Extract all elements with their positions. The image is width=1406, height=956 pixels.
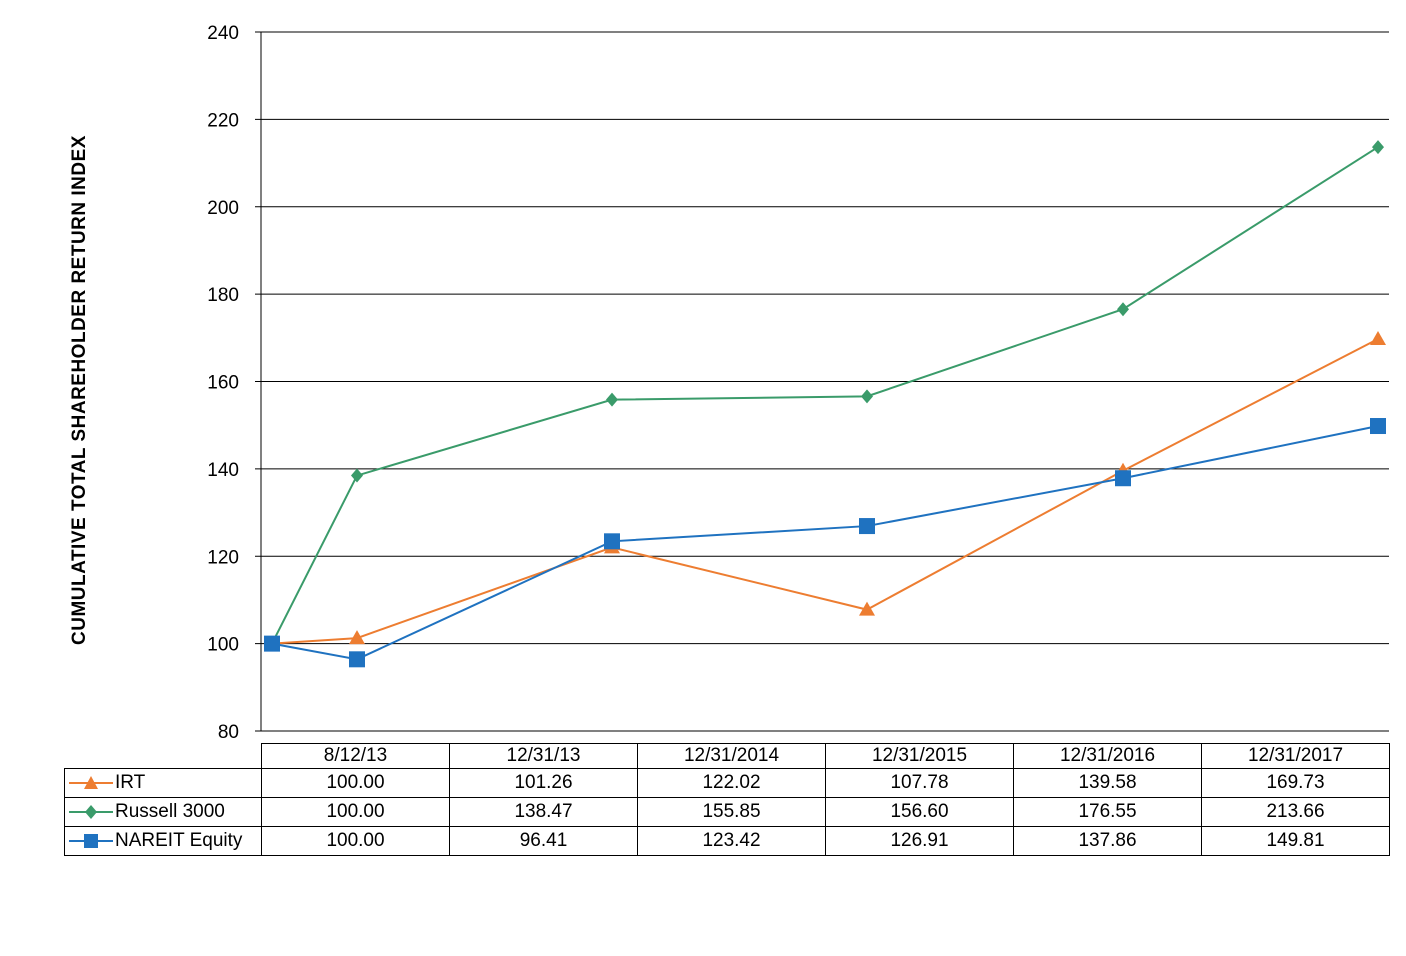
x-tick-label: 12/31/13 (449, 743, 638, 769)
point-nareit-equity (1370, 418, 1386, 435)
data-label: 169.73 (1201, 768, 1390, 798)
point-russell-3000 (861, 389, 873, 404)
point-nareit-equity (859, 518, 875, 535)
data-label: 100.00 (261, 768, 450, 798)
point-irt (1370, 330, 1386, 345)
legend-entry: IRT (64, 768, 262, 798)
point-irt (349, 630, 365, 645)
x-tick-label: 12/31/2017 (1201, 743, 1390, 769)
series-line-russell-3000 (271, 146, 1379, 645)
data-label: 123.42 (637, 826, 826, 856)
y-tick-label: 240 (207, 23, 239, 44)
series-line-nareit-equity (271, 425, 1379, 661)
x-tick-label: 12/31/2015 (825, 743, 1014, 769)
data-label: 156.60 (825, 797, 1014, 827)
legend-entry: NAREIT Equity (64, 826, 262, 856)
y-tick-label: 160 (207, 373, 239, 394)
data-label: 213.66 (1201, 797, 1390, 827)
point-russell-3000 (606, 392, 618, 407)
legend-key-icon (69, 833, 113, 848)
table-row: IRT 100.00 101.26 122.02 107.78 139.58 169.73 (64, 768, 1390, 798)
point-nareit-equity (604, 533, 620, 550)
data-table: 8/12/13 12/31/13 12/31/2014 12/31/2015 12/31… (64, 743, 1390, 856)
data-label: 96.41 (449, 826, 638, 856)
data-label: 138.47 (449, 797, 638, 827)
data-label: 155.85 (637, 797, 826, 827)
data-label: 137.86 (1013, 826, 1202, 856)
data-label: 176.55 (1013, 797, 1202, 827)
line-chart: 80 100 120 140 160 180 200 220 240 (207, 23, 1389, 740)
data-label: 122.02 (637, 768, 826, 798)
point-russell-3000 (1117, 302, 1129, 317)
y-tick-label: 80 (218, 722, 239, 740)
y-tick-label: 220 (207, 110, 239, 131)
y-tick-label: 120 (207, 547, 239, 568)
data-label: 107.78 (825, 768, 1014, 798)
point-nareit-equity (264, 635, 280, 652)
point-irt (859, 601, 875, 616)
point-nareit-equity (1115, 470, 1131, 487)
legend-key-icon (69, 775, 113, 789)
table-row: Russell 3000 100.00 138.47 155.85 156.60 176.… (64, 797, 1390, 827)
data-label: 139.58 (1013, 768, 1202, 798)
y-tick-label: 100 (207, 635, 239, 656)
data-label: 100.00 (261, 826, 450, 856)
legend-entry: Russell 3000 (64, 797, 262, 827)
y-tick-label: 200 (207, 198, 239, 219)
data-label: 100.00 (261, 797, 450, 827)
x-tick-label: 8/12/13 (261, 743, 450, 769)
y-tick-label: 180 (207, 285, 239, 306)
point-russell-3000 (351, 468, 363, 483)
table-corner (65, 744, 262, 769)
y-tick-label: 140 (207, 460, 239, 481)
x-tick-label: 12/31/2014 (637, 743, 826, 769)
series-line-irt (271, 338, 1379, 645)
data-label: 149.81 (1201, 826, 1390, 856)
legend-key-icon (69, 804, 113, 819)
data-label: 126.91 (825, 826, 1014, 856)
data-label: 101.26 (449, 768, 638, 798)
point-nareit-equity (349, 651, 365, 668)
y-axis-label: CUMULATIVE TOTAL SHAREHOLDER RETURN INDE… (69, 135, 90, 645)
point-russell-3000 (1372, 140, 1384, 155)
x-tick-label: 12/31/2016 (1013, 743, 1202, 769)
table-row: NAREIT Equity 100.00 96.41 123.42 126.91 137.… (64, 826, 1390, 856)
